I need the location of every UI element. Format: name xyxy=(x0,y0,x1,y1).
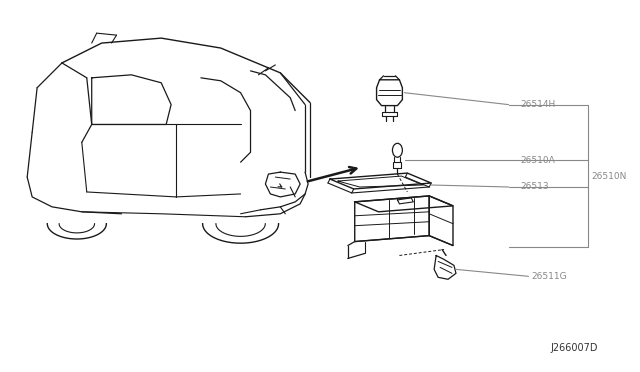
Text: 26511G: 26511G xyxy=(531,272,567,281)
Text: J266007D: J266007D xyxy=(550,343,598,353)
Text: 26513: 26513 xyxy=(520,183,549,192)
Text: 26514H: 26514H xyxy=(520,100,556,109)
Text: 26510N: 26510N xyxy=(591,171,627,180)
Text: 26510A: 26510A xyxy=(520,156,556,165)
